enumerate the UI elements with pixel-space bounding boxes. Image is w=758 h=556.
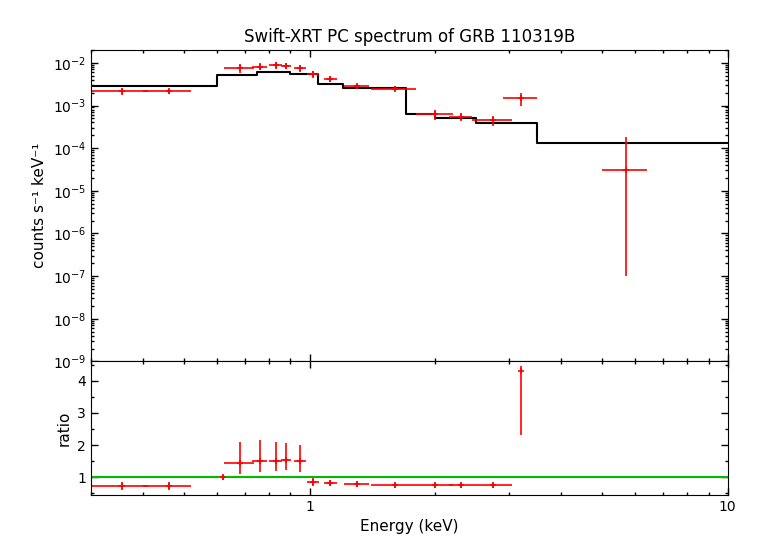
X-axis label: Energy (keV): Energy (keV) — [360, 519, 459, 534]
Y-axis label: ratio: ratio — [57, 410, 72, 446]
Y-axis label: counts s⁻¹ keV⁻¹: counts s⁻¹ keV⁻¹ — [32, 143, 47, 269]
Title: Swift-XRT PC spectrum of GRB 110319B: Swift-XRT PC spectrum of GRB 110319B — [243, 28, 575, 46]
